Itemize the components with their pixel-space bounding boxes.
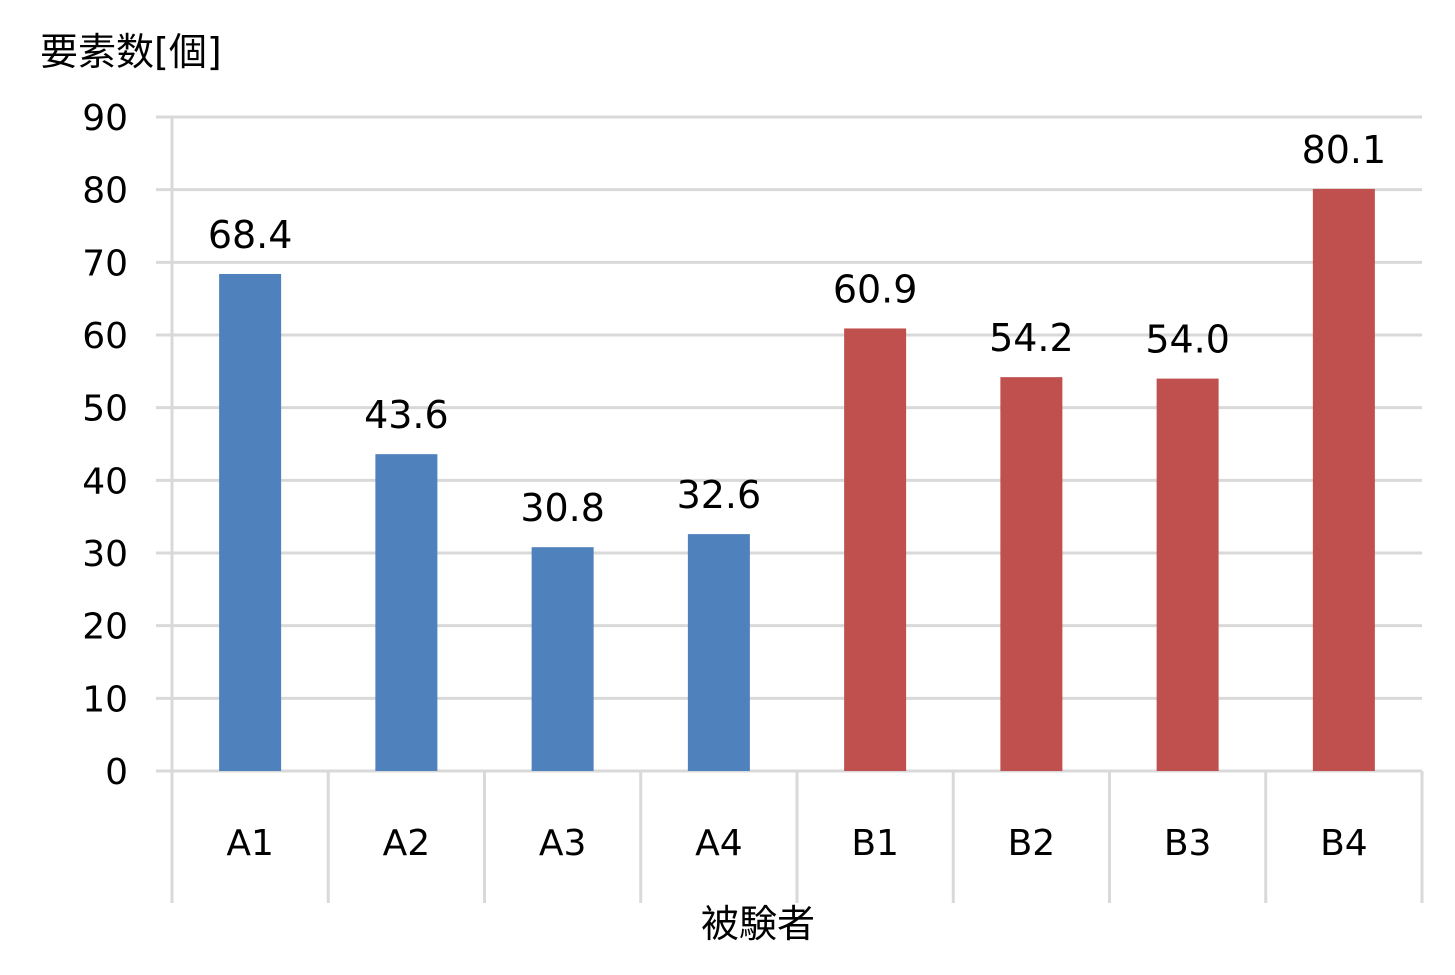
- data-labels: 68.4 43.6 30.8 32.6 60.9 54.2 54.0 80.1: [208, 128, 1386, 530]
- x-axis: A1 A2 A3 A4 B1 B2 B3 B4: [170, 771, 1424, 903]
- y-tick-label: 0: [105, 752, 128, 793]
- x-tick-label-B4: B4: [1320, 823, 1368, 864]
- x-tick-label-B2: B2: [1008, 823, 1056, 864]
- data-label-B3: 54.0: [1145, 318, 1230, 362]
- y-tick-label: 50: [82, 389, 128, 430]
- data-label-A3: 30.8: [520, 486, 605, 530]
- data-label-B4: 80.1: [1302, 128, 1387, 172]
- y-tick-label: 10: [82, 679, 128, 720]
- x-tick-label-A3: A3: [539, 823, 587, 864]
- bars: [219, 188, 1375, 771]
- x-tick-label-A2: A2: [383, 823, 431, 864]
- bar-B2: [1000, 377, 1063, 771]
- data-label-A2: 43.6: [364, 393, 449, 437]
- gridlines: [156, 115, 1422, 773]
- y-tick-label: 80: [82, 171, 128, 212]
- x-axis-title: 被験者: [701, 902, 815, 946]
- data-label-A1: 68.4: [208, 213, 293, 257]
- y-tick-label: 30: [82, 534, 128, 575]
- bar-B3: [1156, 378, 1219, 771]
- y-tick-label: 70: [82, 243, 128, 284]
- data-label-B1: 60.9: [833, 267, 918, 311]
- y-tick-label: 40: [82, 461, 128, 502]
- bar-A1: [219, 273, 282, 771]
- y-tick-label: 60: [82, 316, 128, 357]
- x-tick-label-B3: B3: [1164, 823, 1212, 864]
- y-axis-ticks: 0 10 20 30 40 50 60 70 80 90: [82, 98, 128, 793]
- y-tick-label: 90: [82, 98, 128, 139]
- x-tick-label-B1: B1: [851, 823, 899, 864]
- bar-A4: [687, 534, 750, 771]
- y-axis-title: 要素数[個]: [40, 30, 222, 74]
- bar-B1: [844, 328, 907, 771]
- data-label-A4: 32.6: [677, 473, 762, 517]
- bar-A3: [531, 547, 594, 771]
- bar-B4: [1312, 188, 1375, 771]
- y-tick-label: 20: [82, 607, 128, 648]
- data-label-B2: 54.2: [989, 316, 1074, 360]
- bar-A2: [375, 454, 438, 771]
- x-tick-label-A4: A4: [695, 823, 743, 864]
- x-tick-label-A1: A1: [226, 823, 274, 864]
